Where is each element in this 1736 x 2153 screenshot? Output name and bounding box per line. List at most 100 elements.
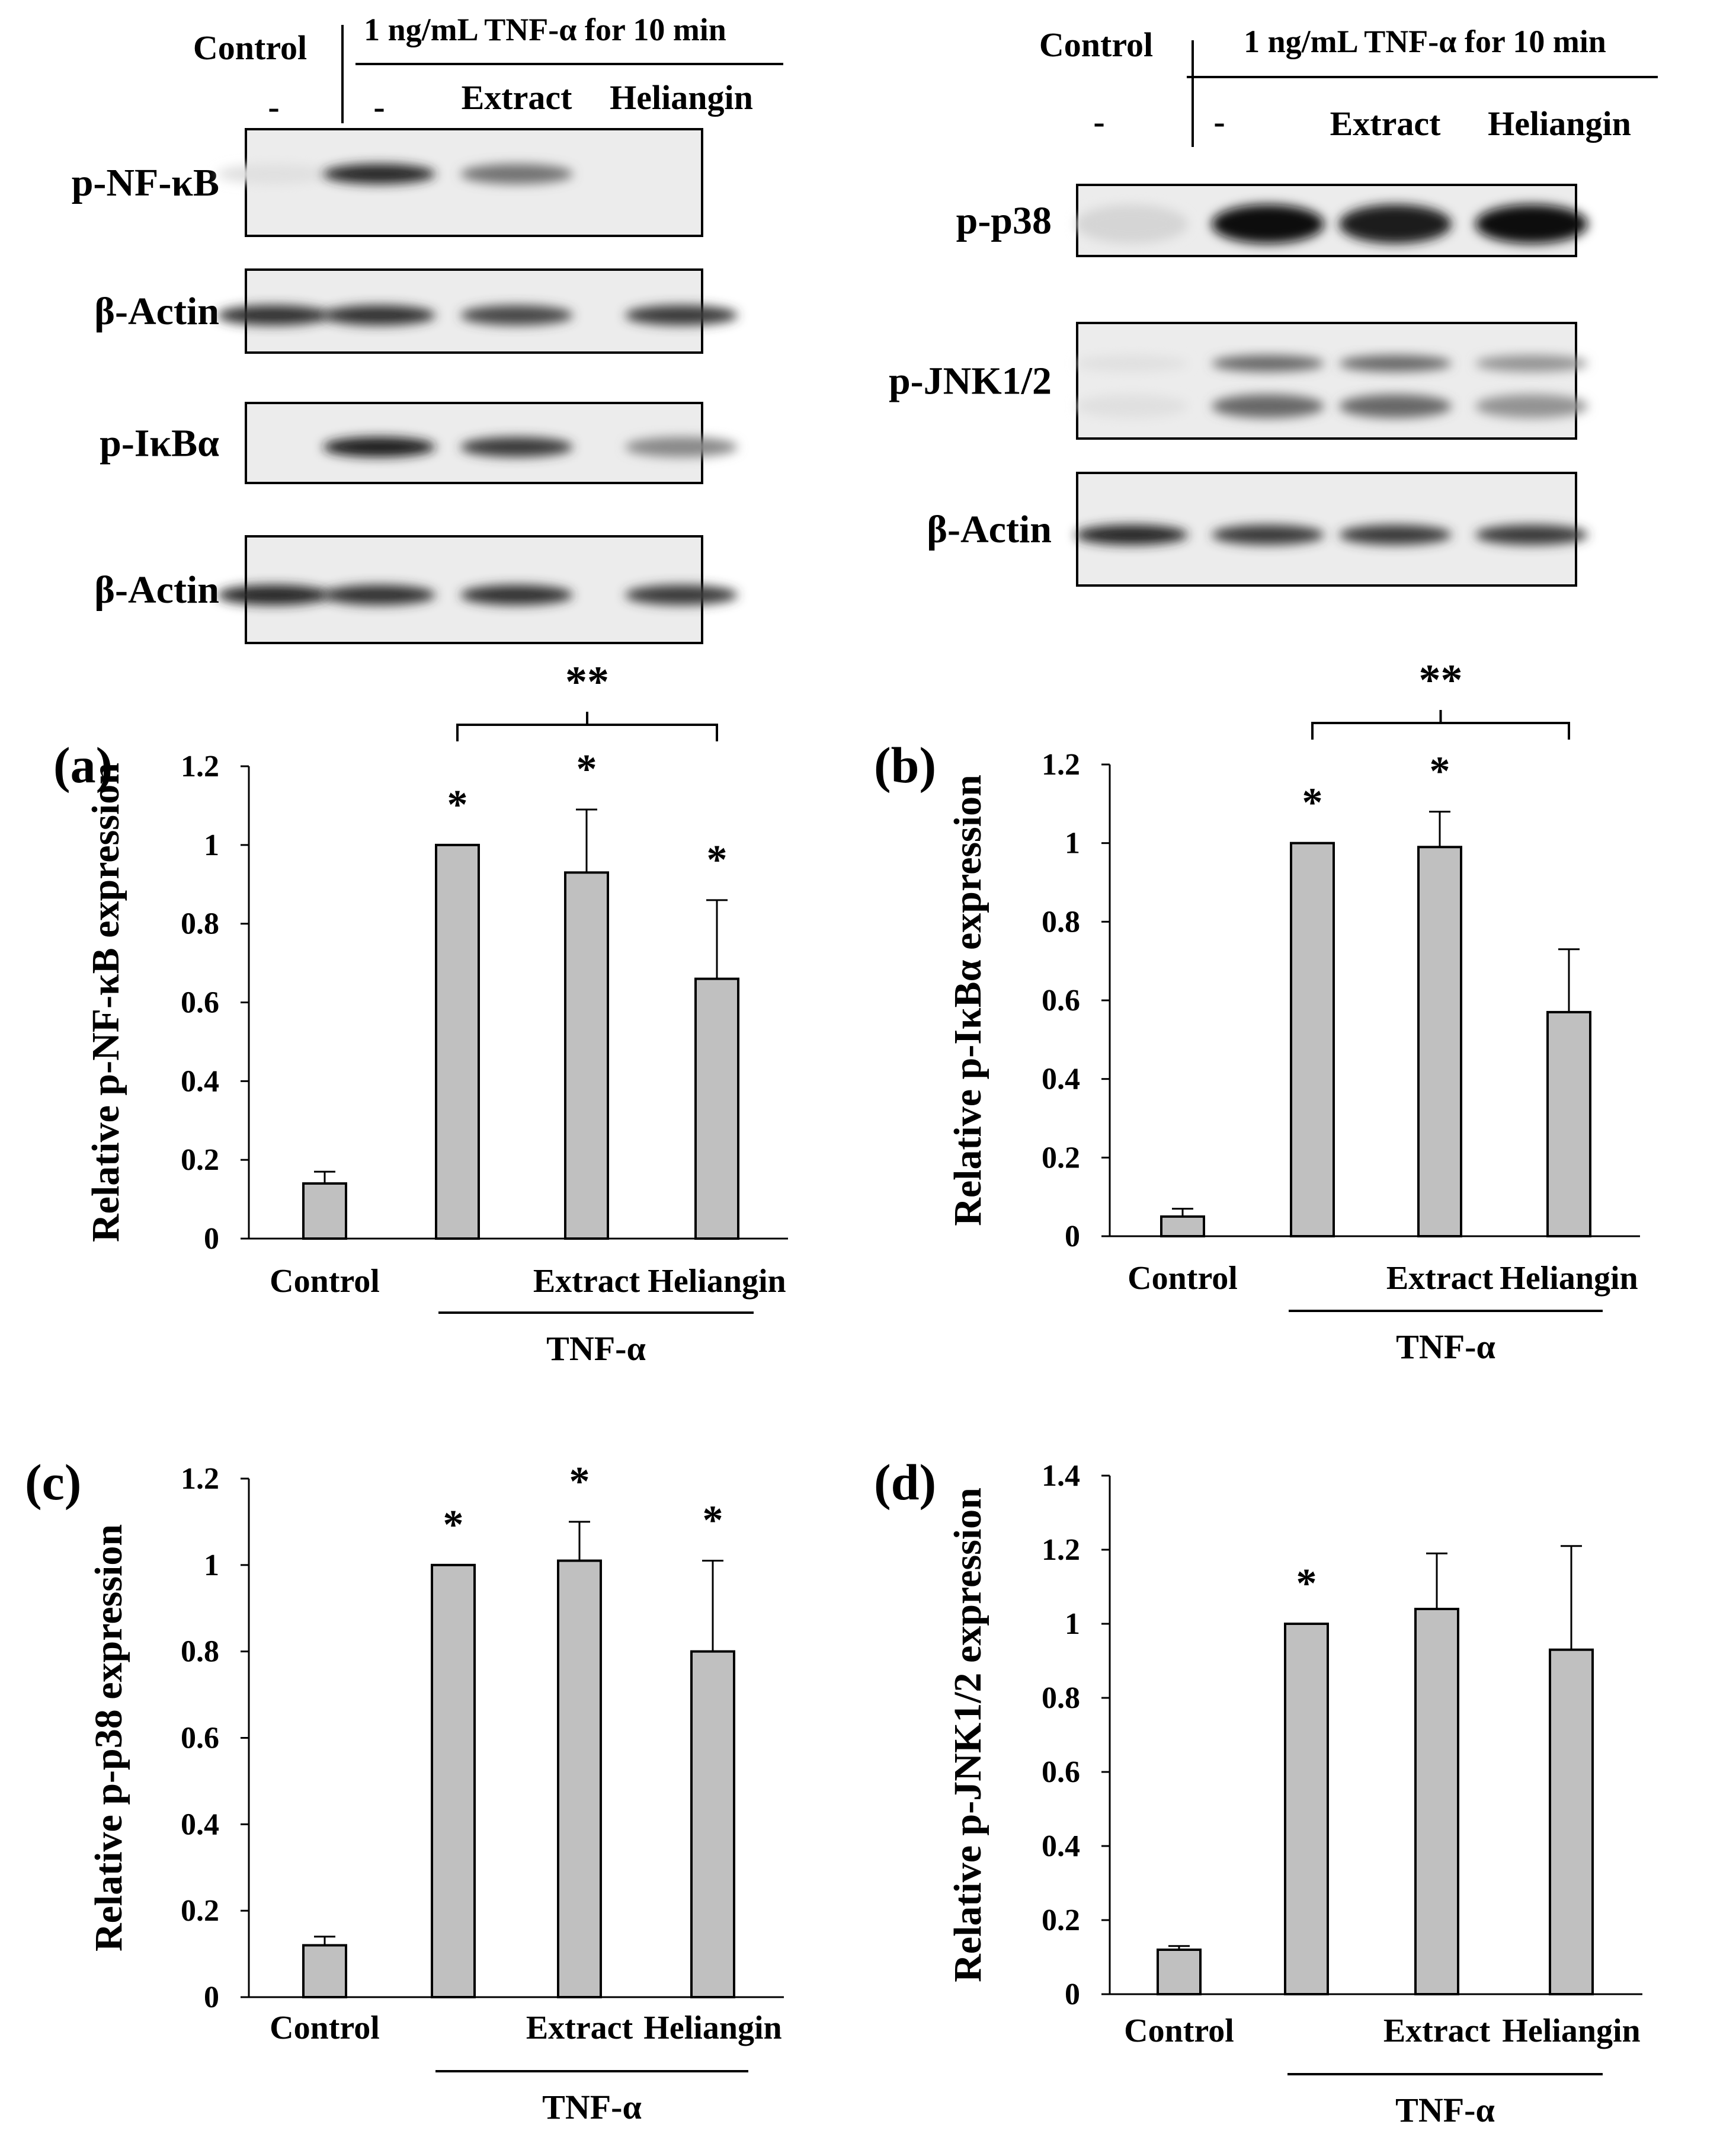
y-axis-label: Relative p-IκBα expression: [946, 775, 989, 1226]
blot-row-label: β-Actin: [927, 508, 1052, 551]
blot-band: [1212, 355, 1324, 372]
bar: [557, 1559, 602, 1999]
comparison-bracket: [1311, 710, 1570, 740]
blot-band: [460, 585, 573, 605]
x-category-label: Heliangin: [1502, 2013, 1640, 2049]
x-category-label: Extract: [1383, 2013, 1491, 2049]
blot-row: p-p38: [956, 184, 1588, 257]
significance-star: *: [703, 1498, 723, 1544]
y-tick-label: 0.2: [1042, 1904, 1080, 1937]
bar: [1284, 1623, 1329, 1995]
x-category-label: Heliangin: [648, 1263, 786, 1300]
x-category-label: Heliangin: [643, 2010, 781, 2046]
blot-band: [1075, 394, 1188, 418]
significance-star: *: [443, 1502, 464, 1548]
comparison-bracket-label: **: [565, 658, 609, 706]
y-tick-label: 0.8: [181, 1635, 219, 1669]
blot-row: β-Actin: [927, 472, 1588, 587]
y-tick-label: 0: [204, 1981, 219, 2014]
y-tick-label: 1.4: [1042, 1459, 1080, 1493]
group-label: TNF-α: [1396, 1327, 1495, 1366]
blot-band: [323, 437, 435, 458]
comparison-bracket: [456, 712, 718, 741]
blot-row-label: β-Actin: [94, 568, 219, 612]
bar-chart-panel: (d)Relative p-JNK1/2 expression 0 0.2 0.4 0.…: [874, 1454, 1642, 2129]
blot-band: [1475, 355, 1588, 372]
group-label: TNF-α: [542, 2088, 642, 2126]
y-axis-label: Relative p-JNK1/2 expression: [946, 1487, 989, 1982]
blot-band: [217, 164, 330, 184]
y-tick-label: 1: [204, 1549, 219, 1582]
bar: [1414, 1608, 1459, 1995]
blot-band: [217, 585, 330, 605]
significance-star: *: [1302, 780, 1323, 826]
blot-band: [460, 164, 573, 184]
blot-row-label: p-p38: [956, 199, 1052, 242]
blot-band: [1339, 204, 1452, 244]
blot-panel-left: Control 1 ng/mL TNF-α for 10 min - - Ext…: [72, 12, 783, 644]
blot-row: β-Actin: [94, 268, 738, 354]
bar: [1549, 1648, 1594, 1995]
blot-right-lane-label: -: [1093, 103, 1104, 141]
blot-band: [1212, 524, 1324, 545]
blot-band: [1212, 204, 1324, 244]
y-tick-label: 1.2: [181, 1462, 219, 1496]
bar-charts: (a)Relative p-NF-κB expression 0 0.2 0.4 0.6…: [25, 656, 1642, 2129]
y-tick-label: 0: [1065, 1978, 1080, 2011]
y-tick-label: 1.2: [1042, 1533, 1080, 1567]
y-tick-label: 0.8: [181, 907, 219, 941]
y-tick-label: 0.2: [181, 1143, 219, 1177]
comparison-bracket-label: **: [1419, 656, 1463, 705]
blot-band: [217, 305, 330, 325]
blot-band: [625, 585, 738, 605]
blot-band: [625, 305, 738, 325]
blot-left-lane-label: -: [373, 88, 385, 126]
y-tick-label: 0.2: [1042, 1141, 1080, 1175]
group-label: TNF-α: [1395, 2091, 1495, 2129]
blot-band: [1339, 394, 1452, 418]
blot-band: [323, 585, 435, 605]
y-tick-label: 0.8: [1042, 1681, 1080, 1715]
bar: [1160, 1215, 1205, 1237]
x-category-label: Extract: [526, 2010, 633, 2046]
bar: [1417, 846, 1462, 1238]
bar: [564, 871, 609, 1240]
y-tick-label: 0.4: [1042, 1829, 1080, 1863]
y-tick-label: 0.6: [1042, 984, 1080, 1018]
blot-left-lane-label: Heliangin: [610, 78, 753, 117]
blot-band: [1075, 355, 1188, 372]
significance-star: *: [447, 782, 468, 828]
y-tick-label: 0.4: [1042, 1063, 1080, 1096]
x-category-label: Heliangin: [1500, 1260, 1638, 1297]
y-axis-label: Relative p-p38 expression: [87, 1524, 130, 1952]
bar: [694, 977, 739, 1240]
significance-star: *: [1430, 749, 1450, 795]
blot-right-control-header: Control: [1039, 25, 1153, 64]
blot-row: p-IκBα: [100, 402, 738, 484]
blot-band: [1475, 394, 1588, 418]
significance-star: *: [707, 837, 728, 883]
x-category-label: Control: [270, 1263, 380, 1300]
y-tick-label: 1: [1065, 827, 1080, 860]
y-tick-label: 0.4: [181, 1064, 219, 1098]
bar: [302, 1944, 347, 1998]
y-axis-label: Relative p-NF-κB expression: [84, 763, 127, 1242]
y-tick-label: 0.6: [1042, 1755, 1080, 1789]
y-tick-label: 0.6: [181, 986, 219, 1020]
blot-band: [1475, 524, 1588, 545]
bar-chart-panel: (a)Relative p-NF-κB expression 0 0.2 0.4 0.6…: [53, 658, 788, 1368]
y-tick-label: 0: [1065, 1220, 1080, 1253]
blot-right-treatment-header: 1 ng/mL TNF-α for 10 min: [1244, 24, 1606, 59]
bar: [1290, 842, 1335, 1237]
blot-band: [323, 305, 435, 325]
y-tick-label: 0.8: [1042, 905, 1080, 939]
bar-chart-panel: (b)Relative p-IκBα expression 0 0.2 0.4 0.6 0…: [874, 656, 1640, 1366]
blot-row-label: β-Actin: [94, 290, 219, 333]
blot-band: [1339, 524, 1452, 545]
panel-label: (d): [874, 1454, 936, 1511]
significance-star: *: [576, 747, 597, 792]
panel-label: (b): [874, 737, 936, 794]
x-category-label: Control: [270, 2010, 380, 2046]
blot-row-label: p-JNK1/2: [889, 360, 1052, 403]
